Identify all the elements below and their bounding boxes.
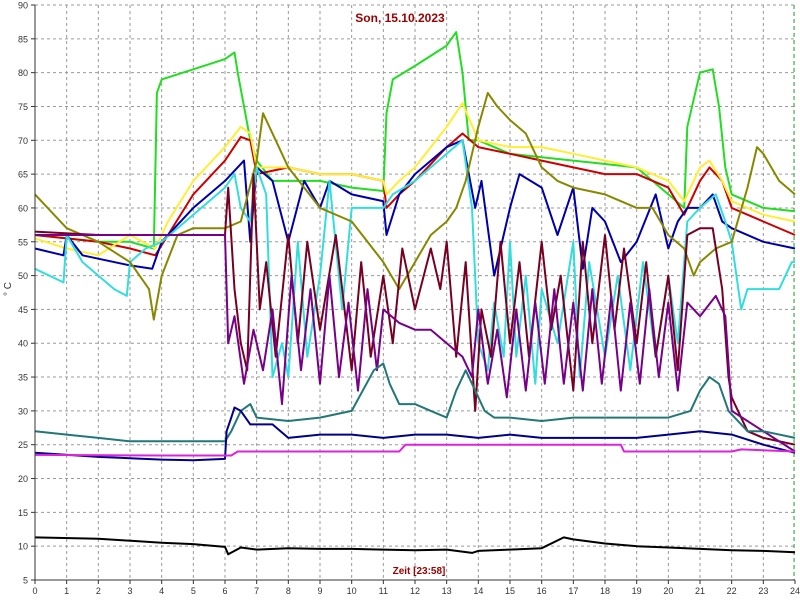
series-line-10 — [34, 443, 796, 457]
x-tick-label-15: 15 — [505, 586, 515, 596]
series-line-9 — [34, 406, 796, 462]
y-axis-label: ° C — [3, 282, 14, 296]
x-tick-label-7: 7 — [254, 586, 259, 596]
x-tick-label-10: 10 — [347, 586, 357, 596]
series-line-11 — [34, 536, 796, 556]
x-tick-label-4: 4 — [159, 586, 164, 596]
y-tick-label-5: 30 — [18, 406, 28, 416]
chart-series-group — [34, 31, 796, 556]
y-tick-label-3: 20 — [18, 474, 28, 484]
chart-title: Son, 15.10.2023 — [355, 11, 445, 25]
y-tick-label-14: 75 — [18, 102, 28, 112]
x-tick-label-23: 23 — [758, 586, 768, 596]
y-tick-label-1: 10 — [18, 542, 28, 552]
y-tick-label-4: 25 — [18, 440, 28, 450]
x-tick-label-9: 9 — [317, 586, 322, 596]
series-line-4 — [34, 139, 795, 385]
chart-axes — [31, 4, 796, 584]
y-tick-label-8: 45 — [18, 305, 28, 315]
x-tick-label-24: 24 — [790, 586, 800, 596]
x-tick-label-21: 21 — [695, 586, 705, 596]
y-tick-label-11: 60 — [18, 203, 28, 213]
y-tick-label-7: 40 — [18, 339, 28, 349]
x-tick-label-19: 19 — [632, 586, 642, 596]
x-tick-label-3: 3 — [127, 586, 132, 596]
series-line-8 — [34, 362, 796, 443]
y-tick-label-0: 5 — [23, 576, 28, 586]
y-tick-label-13: 70 — [18, 136, 28, 146]
series-line-7 — [35, 234, 796, 453]
y-tick-label-6: 35 — [18, 373, 28, 383]
y-tick-label-17: 90 — [18, 1, 28, 11]
x-tick-label-5: 5 — [191, 586, 196, 596]
y-tick-label-10: 55 — [18, 237, 28, 247]
series-line-0 — [34, 31, 796, 250]
x-tick-label-11: 11 — [379, 586, 388, 596]
x-tick-label-8: 8 — [286, 586, 291, 596]
x-tick-label-1: 1 — [64, 586, 69, 596]
y-tick-label-2: 15 — [18, 508, 28, 518]
x-tick-label-14: 14 — [473, 586, 483, 596]
y-tick-label-15: 80 — [18, 68, 28, 78]
x-tick-label-12: 12 — [410, 586, 420, 596]
y-tick-label-9: 50 — [18, 271, 28, 281]
x-tick-label-13: 13 — [442, 586, 452, 596]
y-tick-label-16: 85 — [18, 34, 28, 44]
x-tick-label-18: 18 — [600, 586, 610, 596]
x-tick-label-20: 20 — [663, 586, 673, 596]
x-tick-label-2: 2 — [96, 586, 101, 596]
x-tick-label-0: 0 — [32, 586, 37, 596]
series-line-1 — [34, 132, 796, 257]
x-tick-label-22: 22 — [727, 586, 737, 596]
x-tick-label-6: 6 — [222, 586, 227, 596]
x-axis-label: Zeit [23:58] — [393, 566, 446, 577]
x-tick-label-17: 17 — [568, 586, 578, 596]
series-line-2 — [34, 102, 796, 257]
x-tick-label-16: 16 — [537, 586, 547, 596]
series-line-5 — [34, 91, 796, 321]
series-line-3 — [34, 139, 796, 277]
series-line-6 — [34, 173, 796, 446]
y-tick-label-12: 65 — [18, 170, 28, 180]
